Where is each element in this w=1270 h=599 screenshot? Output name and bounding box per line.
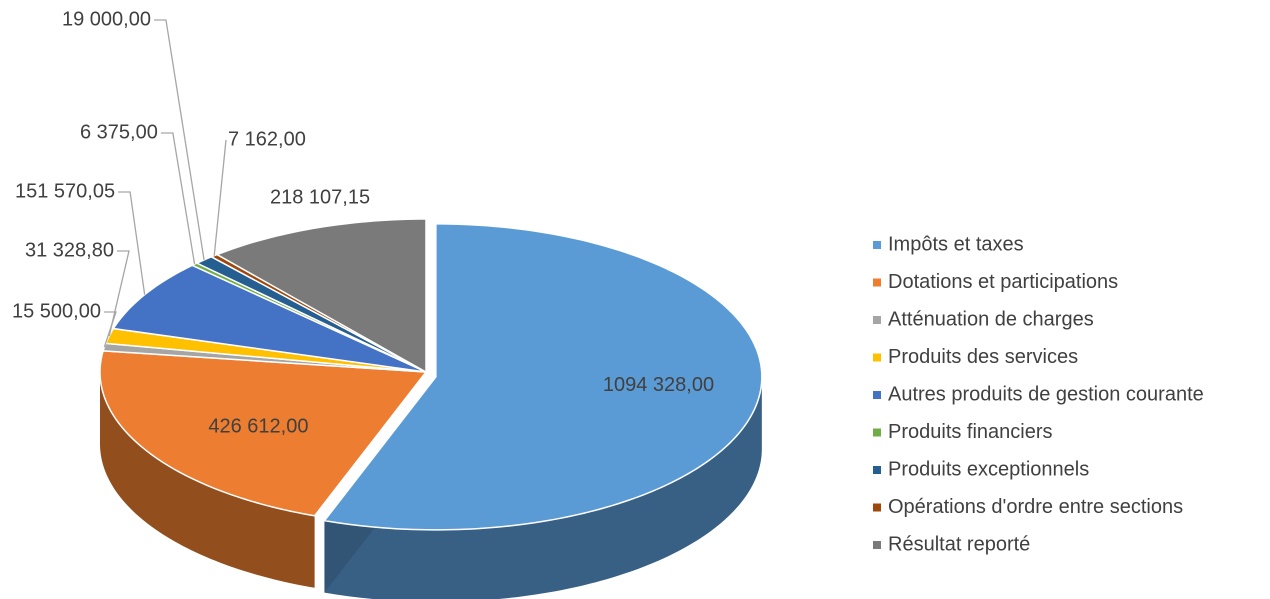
pie-side bbox=[324, 376, 762, 599]
legend-swatch bbox=[873, 503, 881, 512]
legend-label: Autres produits de gestion courante bbox=[888, 383, 1204, 405]
legend-label: Impôts et taxes bbox=[888, 233, 1024, 255]
legend-swatch bbox=[873, 391, 881, 399]
legend-swatch bbox=[873, 278, 881, 287]
data-label: 19 000,00 bbox=[62, 8, 151, 30]
leader-line bbox=[153, 19, 205, 261]
leader-line bbox=[108, 250, 130, 337]
data-label: 7 162,00 bbox=[228, 128, 306, 150]
pie-slice bbox=[323, 223, 763, 531]
data-label: 31 328,80 bbox=[25, 239, 114, 261]
pie-slice bbox=[99, 350, 428, 517]
legend-label: Résultat reporté bbox=[888, 533, 1030, 555]
legend-label: Produits financiers bbox=[888, 421, 1053, 443]
legend-swatch bbox=[873, 541, 881, 549]
data-label: 1094 328,00 bbox=[603, 374, 714, 396]
legend-swatch bbox=[873, 316, 881, 324]
leader-line bbox=[103, 311, 117, 348]
data-label: 6 375,00 bbox=[80, 121, 158, 143]
legend-label: Opérations d'ordre entre sections bbox=[888, 496, 1183, 518]
legend-label: Produits exceptionnels bbox=[888, 458, 1089, 480]
pie-slice bbox=[112, 264, 427, 373]
data-label: 218 107,15 bbox=[270, 186, 370, 208]
legend-swatch bbox=[873, 241, 881, 249]
legend-swatch bbox=[873, 428, 881, 437]
data-label: 151 570,05 bbox=[15, 180, 115, 202]
data-label: 426 612,00 bbox=[208, 416, 308, 438]
legend-label: Dotations et participations bbox=[888, 271, 1118, 293]
legend-label: Atténuation de charges bbox=[888, 308, 1094, 330]
data-label: 15 500,00 bbox=[12, 300, 101, 322]
legend-swatch bbox=[873, 353, 881, 362]
leader-line bbox=[213, 139, 227, 256]
pie-slice bbox=[215, 218, 427, 374]
leader-line bbox=[118, 191, 146, 295]
leader-line bbox=[160, 132, 196, 265]
pie-side bbox=[100, 372, 315, 588]
legend-swatch bbox=[873, 466, 881, 474]
legend-label: Produits des services bbox=[888, 346, 1078, 368]
